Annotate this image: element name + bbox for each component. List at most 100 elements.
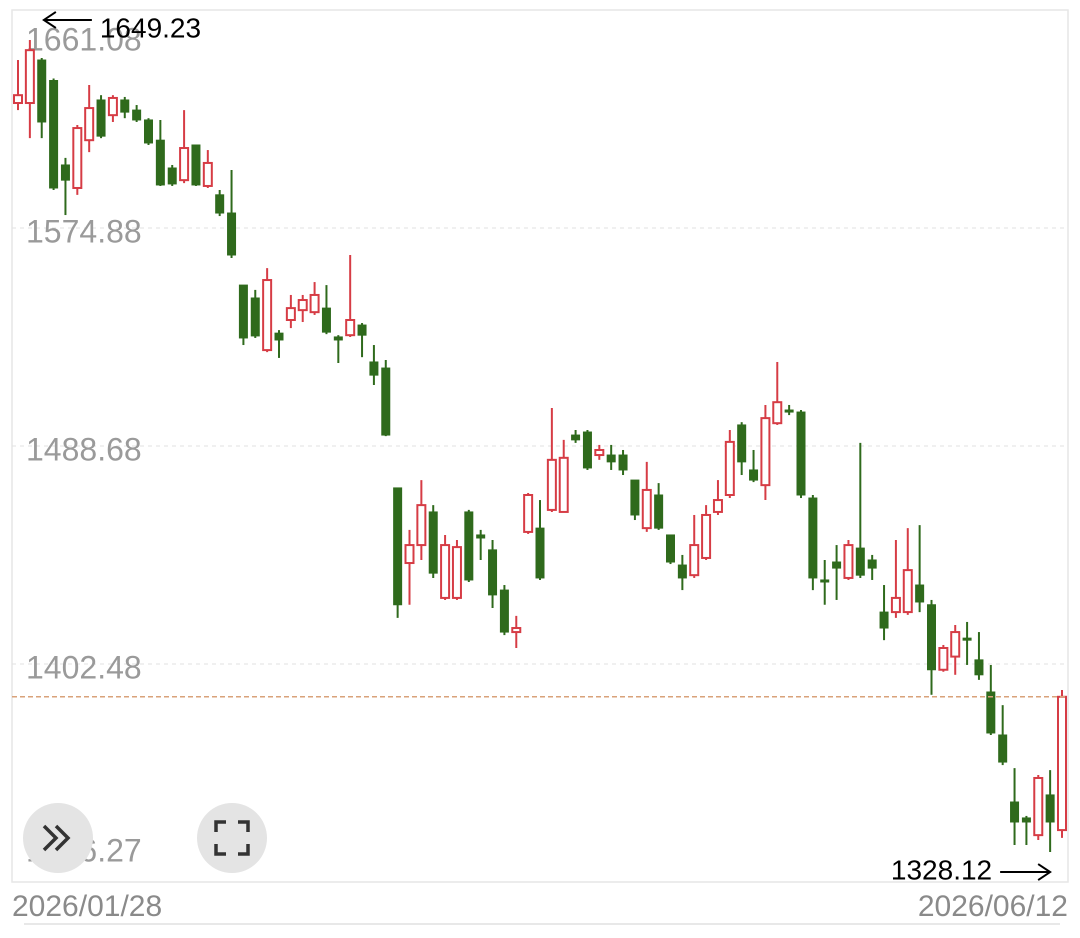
candle-body xyxy=(867,559,877,569)
candle-body xyxy=(511,627,522,634)
expand-icon xyxy=(42,824,71,852)
candle-body xyxy=(49,80,59,189)
candle-body xyxy=(998,734,1008,763)
candle-body xyxy=(927,604,936,671)
candle-body xyxy=(535,527,545,579)
candle-body xyxy=(701,513,712,559)
max-label: 1649.23 xyxy=(100,12,201,43)
candle-body xyxy=(820,579,830,583)
x-tick-label: 2026/01/28 xyxy=(12,890,162,923)
min-label: 1328.12 xyxy=(891,854,992,885)
candle-body xyxy=(594,448,605,457)
candle-body xyxy=(571,434,581,441)
candle-body xyxy=(796,411,806,496)
candle-body xyxy=(606,454,616,463)
fullscreen-button-bg[interactable] xyxy=(197,803,267,873)
candle-body xyxy=(381,367,391,436)
candle-body xyxy=(440,544,451,599)
candle-body xyxy=(60,164,70,181)
candle-body xyxy=(393,487,403,606)
candle-body xyxy=(523,493,534,533)
candle-body xyxy=(179,147,190,182)
candle-body xyxy=(144,119,153,144)
candle-body xyxy=(132,109,142,121)
candle-body xyxy=(321,307,331,333)
candle-body xyxy=(618,454,628,471)
candle-body xyxy=(191,144,201,186)
candle-body xyxy=(451,546,462,599)
candle-body xyxy=(950,631,961,658)
candle-body xyxy=(428,511,438,574)
fullscreen-button[interactable] xyxy=(197,803,267,873)
candle-body xyxy=(262,279,273,352)
candle-body xyxy=(250,297,260,337)
candle-body xyxy=(476,534,486,539)
candle-body xyxy=(737,424,747,463)
candle-body xyxy=(404,544,415,565)
candle-body xyxy=(309,293,320,314)
candle-body xyxy=(333,336,343,341)
candle-body xyxy=(986,691,996,734)
candle-body xyxy=(879,611,889,629)
candle-body xyxy=(1010,801,1020,823)
candle-body xyxy=(120,99,130,113)
candle-body xyxy=(712,499,723,513)
y-tick-label: 1488.68 xyxy=(26,431,142,467)
candle-body xyxy=(96,99,106,137)
candle-body xyxy=(357,324,367,336)
y-tick-label: 1402.48 xyxy=(26,649,142,685)
candle-body xyxy=(582,431,592,469)
candle-body xyxy=(938,646,949,671)
candle-body xyxy=(24,49,35,105)
y-tick-label: 1661.08 xyxy=(26,21,142,57)
candle-body xyxy=(843,544,854,579)
min-arrow xyxy=(1000,863,1052,881)
x-tick-label: 2026/06/12 xyxy=(918,890,1068,923)
candle-body xyxy=(227,212,237,256)
candle-body xyxy=(72,127,83,189)
candle-body xyxy=(677,564,687,579)
candle-body xyxy=(974,659,984,676)
expand-button[interactable] xyxy=(23,803,93,873)
candle-body xyxy=(915,584,925,603)
candle-body xyxy=(1033,776,1044,837)
candle-body xyxy=(1057,695,1067,832)
candle-body xyxy=(488,549,498,596)
candle-body xyxy=(784,409,794,413)
candle-body xyxy=(1045,794,1055,823)
candle-body xyxy=(167,167,177,185)
candle-body xyxy=(962,637,972,641)
candle-body xyxy=(238,284,248,339)
candle-body xyxy=(369,361,379,376)
candle-body xyxy=(1021,817,1031,823)
candle-body xyxy=(558,456,569,513)
fullscreen-icon xyxy=(214,820,250,856)
candle-body xyxy=(855,547,865,576)
candle-body xyxy=(345,318,356,337)
candle-body xyxy=(202,161,213,187)
candle-body xyxy=(760,417,771,487)
candle-body xyxy=(772,401,783,425)
candle-body xyxy=(297,299,308,312)
candle-body xyxy=(808,497,818,579)
candle-body xyxy=(666,534,675,563)
candle-body xyxy=(689,544,700,577)
candle-body xyxy=(499,589,509,633)
candle-body xyxy=(155,139,165,186)
candle-body xyxy=(13,94,23,105)
candle-body xyxy=(749,469,759,481)
candle-body xyxy=(902,569,913,614)
candle-body xyxy=(107,96,118,117)
candle-body xyxy=(654,494,664,529)
candle-body xyxy=(890,596,901,614)
candle-body xyxy=(546,458,557,511)
candle-body xyxy=(416,504,427,547)
candle-body xyxy=(274,332,284,341)
candle-body xyxy=(641,488,652,530)
candle-body xyxy=(724,440,735,496)
candle-body xyxy=(630,479,640,516)
max-arrow xyxy=(42,11,92,29)
candle-body xyxy=(285,307,296,321)
